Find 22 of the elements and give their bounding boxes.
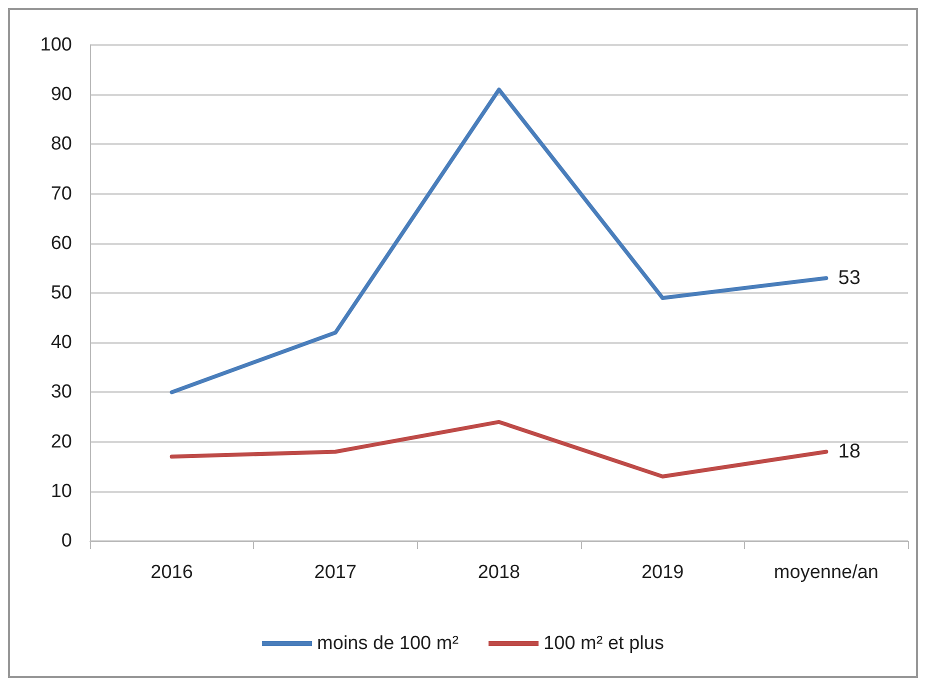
y-tick-label: 50: [50, 282, 72, 304]
x-tick-label: 2017: [314, 562, 357, 583]
y-tick-label: 0: [61, 530, 72, 552]
data-label: 53: [838, 267, 860, 290]
x-tick-label: 2019: [641, 562, 684, 583]
y-tick-label: 90: [50, 84, 72, 106]
x-tick-label: moyenne/an: [774, 562, 878, 583]
y-tick-label: 70: [50, 183, 72, 204]
y-tick-label: 60: [50, 232, 72, 254]
legend-label: 100 m² et plus: [544, 633, 664, 654]
y-tick-label: 10: [50, 480, 72, 502]
line-series: [170, 88, 828, 394]
data-label: 18: [838, 440, 860, 463]
y-tick-label: 30: [50, 382, 72, 403]
y-tick-label: 100: [40, 34, 72, 56]
x-tick-label: 2016: [150, 562, 193, 583]
x-tick-label: 2018: [478, 562, 520, 583]
line-series: [170, 420, 828, 479]
y-tick-label: 40: [50, 332, 72, 354]
y-tick-label: 80: [50, 134, 72, 155]
y-tick-label: 20: [50, 431, 72, 452]
legend-label: moins de 100 m²: [317, 633, 459, 654]
